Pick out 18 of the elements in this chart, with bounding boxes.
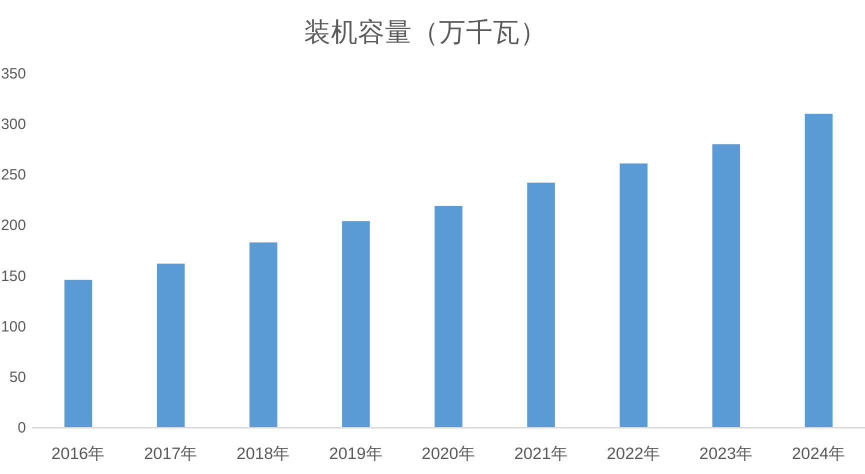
y-tick-label: 350 [0, 65, 26, 82]
x-tick-label: 2022年 [606, 445, 660, 463]
x-tick-label: 2017年 [144, 445, 198, 463]
x-tick-label: 2018年 [236, 445, 290, 463]
y-tick-label: 100 [0, 318, 26, 336]
y-tick-label: 50 [9, 369, 26, 386]
x-tick-label: 2020年 [422, 445, 476, 463]
y-tick-label: 0 [18, 420, 26, 437]
title: 装机容量（万千瓦） [304, 17, 547, 47]
x-tick-label: 2019年 [329, 445, 383, 463]
y-tick-label: 300 [0, 116, 26, 133]
y-tick-label: 150 [0, 268, 26, 285]
x-tick-label: 2016年 [51, 445, 106, 463]
x-tick-label: 2023年 [699, 445, 754, 463]
x-tick-label: 2024年 [792, 445, 846, 463]
y-tick-label: 200 [0, 217, 26, 234]
y-tick-label: 250 [0, 166, 26, 184]
x-tick-label: 2021年 [514, 445, 568, 463]
